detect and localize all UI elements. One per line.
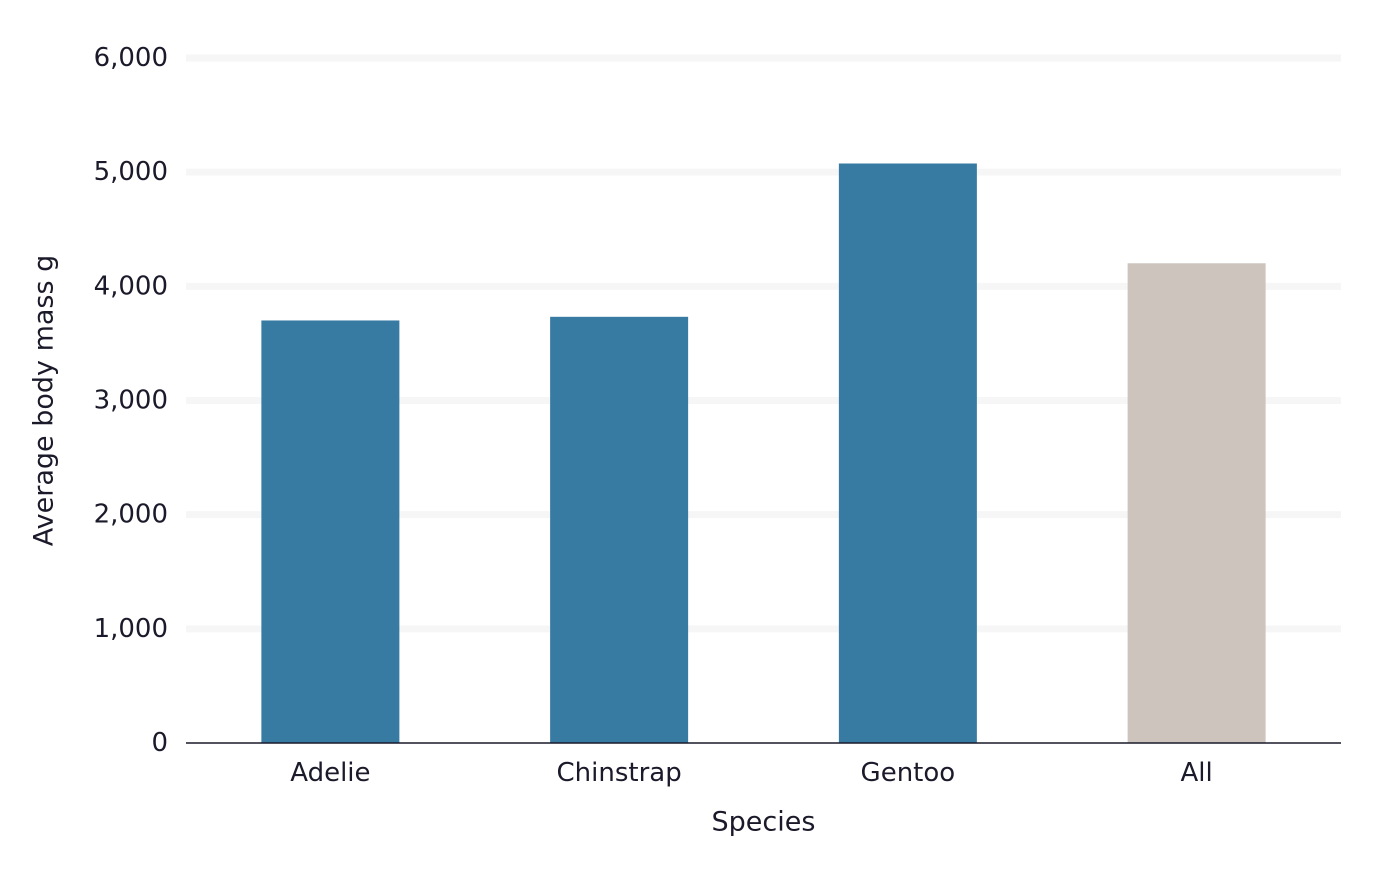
x-tick-label: All xyxy=(1181,758,1213,788)
x-tick-label: Gentoo xyxy=(861,758,956,788)
y-tick-label: 4,000 xyxy=(94,271,168,301)
y-tick-label: 2,000 xyxy=(94,500,168,530)
y-tick-label: 3,000 xyxy=(94,386,168,416)
x-tick-label: Chinstrap xyxy=(557,758,682,788)
x-axis-title: Species xyxy=(712,807,816,838)
y-tick-label: 6,000 xyxy=(94,43,168,73)
bars xyxy=(261,163,1266,744)
y-tick-label: 1,000 xyxy=(94,614,168,644)
bar-gentoo xyxy=(838,163,977,744)
x-tick-labels: Adelie Chinstrap Gentoo All xyxy=(290,758,1213,788)
bar-all xyxy=(1127,263,1266,743)
y-tick-label: 0 xyxy=(151,728,168,758)
y-tick-label: 5,000 xyxy=(94,157,168,187)
y-axis-title: Average body mass g xyxy=(29,255,60,547)
bar-adelie xyxy=(261,320,400,743)
x-tick-label: Adelie xyxy=(290,758,370,788)
bar-chinstrap xyxy=(550,316,689,743)
y-tick-labels: 0 1,000 2,000 3,000 4,000 5,000 6,000 xyxy=(94,43,168,758)
